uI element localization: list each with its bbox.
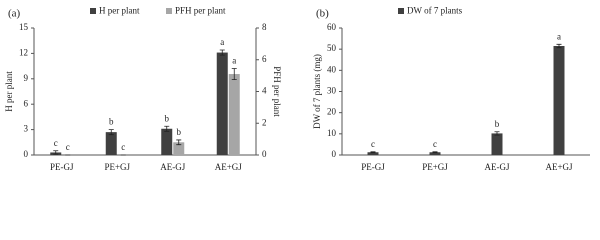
- figure: (a) 0 3 6 9 12 15 H per plant 0 2 4 6 8 PFH per plant…: [4, 6, 590, 172]
- significance-letter: c: [121, 142, 125, 152]
- legend-swatch: [166, 8, 172, 14]
- error-bar: [108, 129, 114, 136]
- significance-letter: a: [232, 56, 236, 66]
- y-tick-label: 0: [332, 149, 337, 159]
- y-axis-label: H per plant: [4, 71, 14, 112]
- significance-letter: a: [220, 37, 224, 47]
- y-tick-label: 3: [24, 124, 29, 134]
- y2-tick-label: 0: [262, 149, 267, 159]
- legend-swatch: [90, 8, 96, 14]
- significance-letter: a: [557, 31, 561, 41]
- y-tick-label: 9: [24, 73, 29, 83]
- x-tick-label: AE-GJ: [160, 162, 185, 172]
- x-tick-label: PE+GJ: [104, 162, 130, 172]
- y-tick-label: 20: [327, 107, 337, 117]
- y-tick-label: 30: [327, 86, 337, 96]
- bar: [491, 133, 503, 155]
- y-tick-label: 60: [327, 22, 337, 32]
- x-tick-label: AE-GJ: [485, 162, 510, 172]
- x-tick-label: AE+GJ: [215, 162, 243, 172]
- error-bar: [219, 49, 225, 56]
- significance-letter: b: [495, 119, 500, 129]
- legend-label: PFH per plant: [175, 6, 226, 16]
- significance-letter: b: [165, 113, 170, 123]
- panel-label: (b): [316, 8, 329, 20]
- significance-letter: c: [66, 142, 70, 152]
- y2-axis-label: PFH per plant: [272, 66, 282, 117]
- y-tick-label: 10: [327, 128, 337, 138]
- y2-tick-label: 8: [262, 22, 267, 32]
- y-tick-label: 0: [24, 149, 29, 159]
- legend-label: DW of 7 plants: [407, 6, 463, 16]
- panel-label: (a): [8, 8, 21, 20]
- bar: [429, 152, 441, 155]
- significance-letter: c: [433, 139, 437, 149]
- y2-tick-label: 4: [262, 86, 267, 96]
- bar: [216, 52, 228, 156]
- y-tick-label: 50: [327, 43, 337, 53]
- significance-letter: c: [54, 138, 58, 148]
- error-bar: [164, 125, 170, 132]
- bar: [105, 132, 117, 155]
- y-tick-label: 12: [19, 47, 28, 57]
- bar: [161, 128, 173, 155]
- x-tick-label: AE+GJ: [545, 162, 573, 172]
- error-bar: [556, 43, 562, 49]
- significance-letter: c: [371, 139, 375, 149]
- y-axis-label: DW of 7 plants (mg): [312, 54, 322, 129]
- bar: [228, 74, 240, 155]
- x-tick-label: PE+GJ: [422, 162, 448, 172]
- y-tick-label: 40: [327, 64, 337, 74]
- page: (a) 0 3 6 9 12 15 H per plant 0 2 4 6 8 PFH per plant…: [4, 5, 590, 173]
- significance-letter: b: [177, 127, 182, 137]
- legend-swatch: [398, 8, 404, 14]
- error-bar: [53, 150, 59, 155]
- error-bar: [432, 151, 438, 154]
- significance-letter: b: [109, 117, 114, 127]
- error-bar: [494, 131, 500, 136]
- error-bar: [176, 139, 182, 146]
- y2-tick-label: 6: [262, 54, 267, 64]
- bar: [367, 152, 379, 155]
- error-bar: [370, 151, 376, 154]
- legend-label: H per plant: [99, 6, 140, 16]
- bar: [173, 142, 185, 155]
- x-tick-label: PE-GJ: [361, 162, 385, 172]
- y2-tick-label: 2: [262, 117, 267, 127]
- y-tick-label: 6: [24, 98, 29, 108]
- error-bar: [231, 68, 237, 80]
- x-tick-label: PE-GJ: [50, 162, 74, 172]
- y-tick-label: 15: [19, 22, 29, 32]
- bar: [553, 45, 565, 155]
